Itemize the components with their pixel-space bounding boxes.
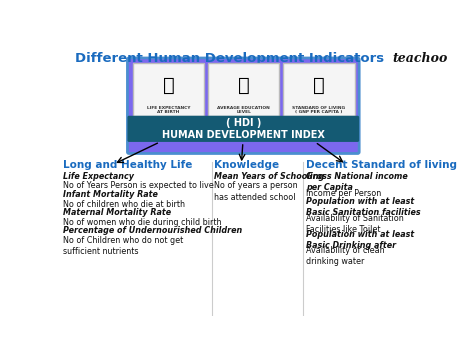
Text: No of women who die during child birth: No of women who die during child birth [63, 218, 222, 227]
Text: teachoo: teachoo [392, 52, 448, 65]
FancyBboxPatch shape [133, 64, 204, 116]
Text: Population with at least
Basic Drinking after: Population with at least Basic Drinking … [306, 230, 414, 250]
Text: 💵: 💵 [313, 76, 325, 94]
FancyBboxPatch shape [128, 58, 359, 153]
Text: Knowledge: Knowledge [214, 160, 279, 170]
Text: AVERAGE EDUCATION
LEVEL: AVERAGE EDUCATION LEVEL [217, 105, 270, 114]
Text: No of children who die at birth: No of children who die at birth [63, 200, 185, 208]
Text: STANDARD OF LIVING
( GNP PER CAPITA ): STANDARD OF LIVING ( GNP PER CAPITA ) [292, 105, 346, 114]
Text: LIFE EXPECTANCY
AT BIRTH: LIFE EXPECTANCY AT BIRTH [147, 105, 190, 114]
Text: Maternal Mortality Rate: Maternal Mortality Rate [63, 208, 171, 217]
Text: Long and Healthy Life: Long and Healthy Life [63, 160, 192, 170]
Text: Percentage of Undernourished Children: Percentage of Undernourished Children [63, 226, 242, 235]
FancyBboxPatch shape [283, 64, 355, 116]
Text: 👶: 👶 [163, 76, 174, 94]
Text: Life Expectancy: Life Expectancy [63, 172, 134, 181]
Text: Mean Years of Schooling: Mean Years of Schooling [214, 172, 325, 181]
FancyBboxPatch shape [128, 116, 359, 142]
Text: No of years a person
has attended school: No of years a person has attended school [214, 181, 298, 202]
FancyBboxPatch shape [208, 64, 279, 116]
Text: Population with at least
Basic Sanitation facilities: Population with at least Basic Sanitatio… [306, 197, 420, 217]
Text: Infant Mortality Rate: Infant Mortality Rate [63, 190, 158, 199]
Text: Income per Person: Income per Person [306, 189, 381, 198]
Text: 📖: 📖 [238, 76, 250, 94]
Text: No of Children who do not get
sufficient nutrients: No of Children who do not get sufficient… [63, 236, 183, 256]
Text: ( HDI )
HUMAN DEVELOPMENT INDEX: ( HDI ) HUMAN DEVELOPMENT INDEX [162, 118, 325, 140]
Text: No of Years Person is expected to live: No of Years Person is expected to live [63, 181, 214, 190]
Text: Availability of clean
drinking water: Availability of clean drinking water [306, 246, 384, 266]
Text: Gross National income
per Capita: Gross National income per Capita [306, 172, 408, 192]
Text: Availability of Sanitation
Facilities like Toilet: Availability of Sanitation Facilities li… [306, 214, 403, 234]
Text: Decent Standard of living: Decent Standard of living [306, 160, 457, 170]
Text: Different Human Development Indicators: Different Human Development Indicators [75, 52, 384, 65]
